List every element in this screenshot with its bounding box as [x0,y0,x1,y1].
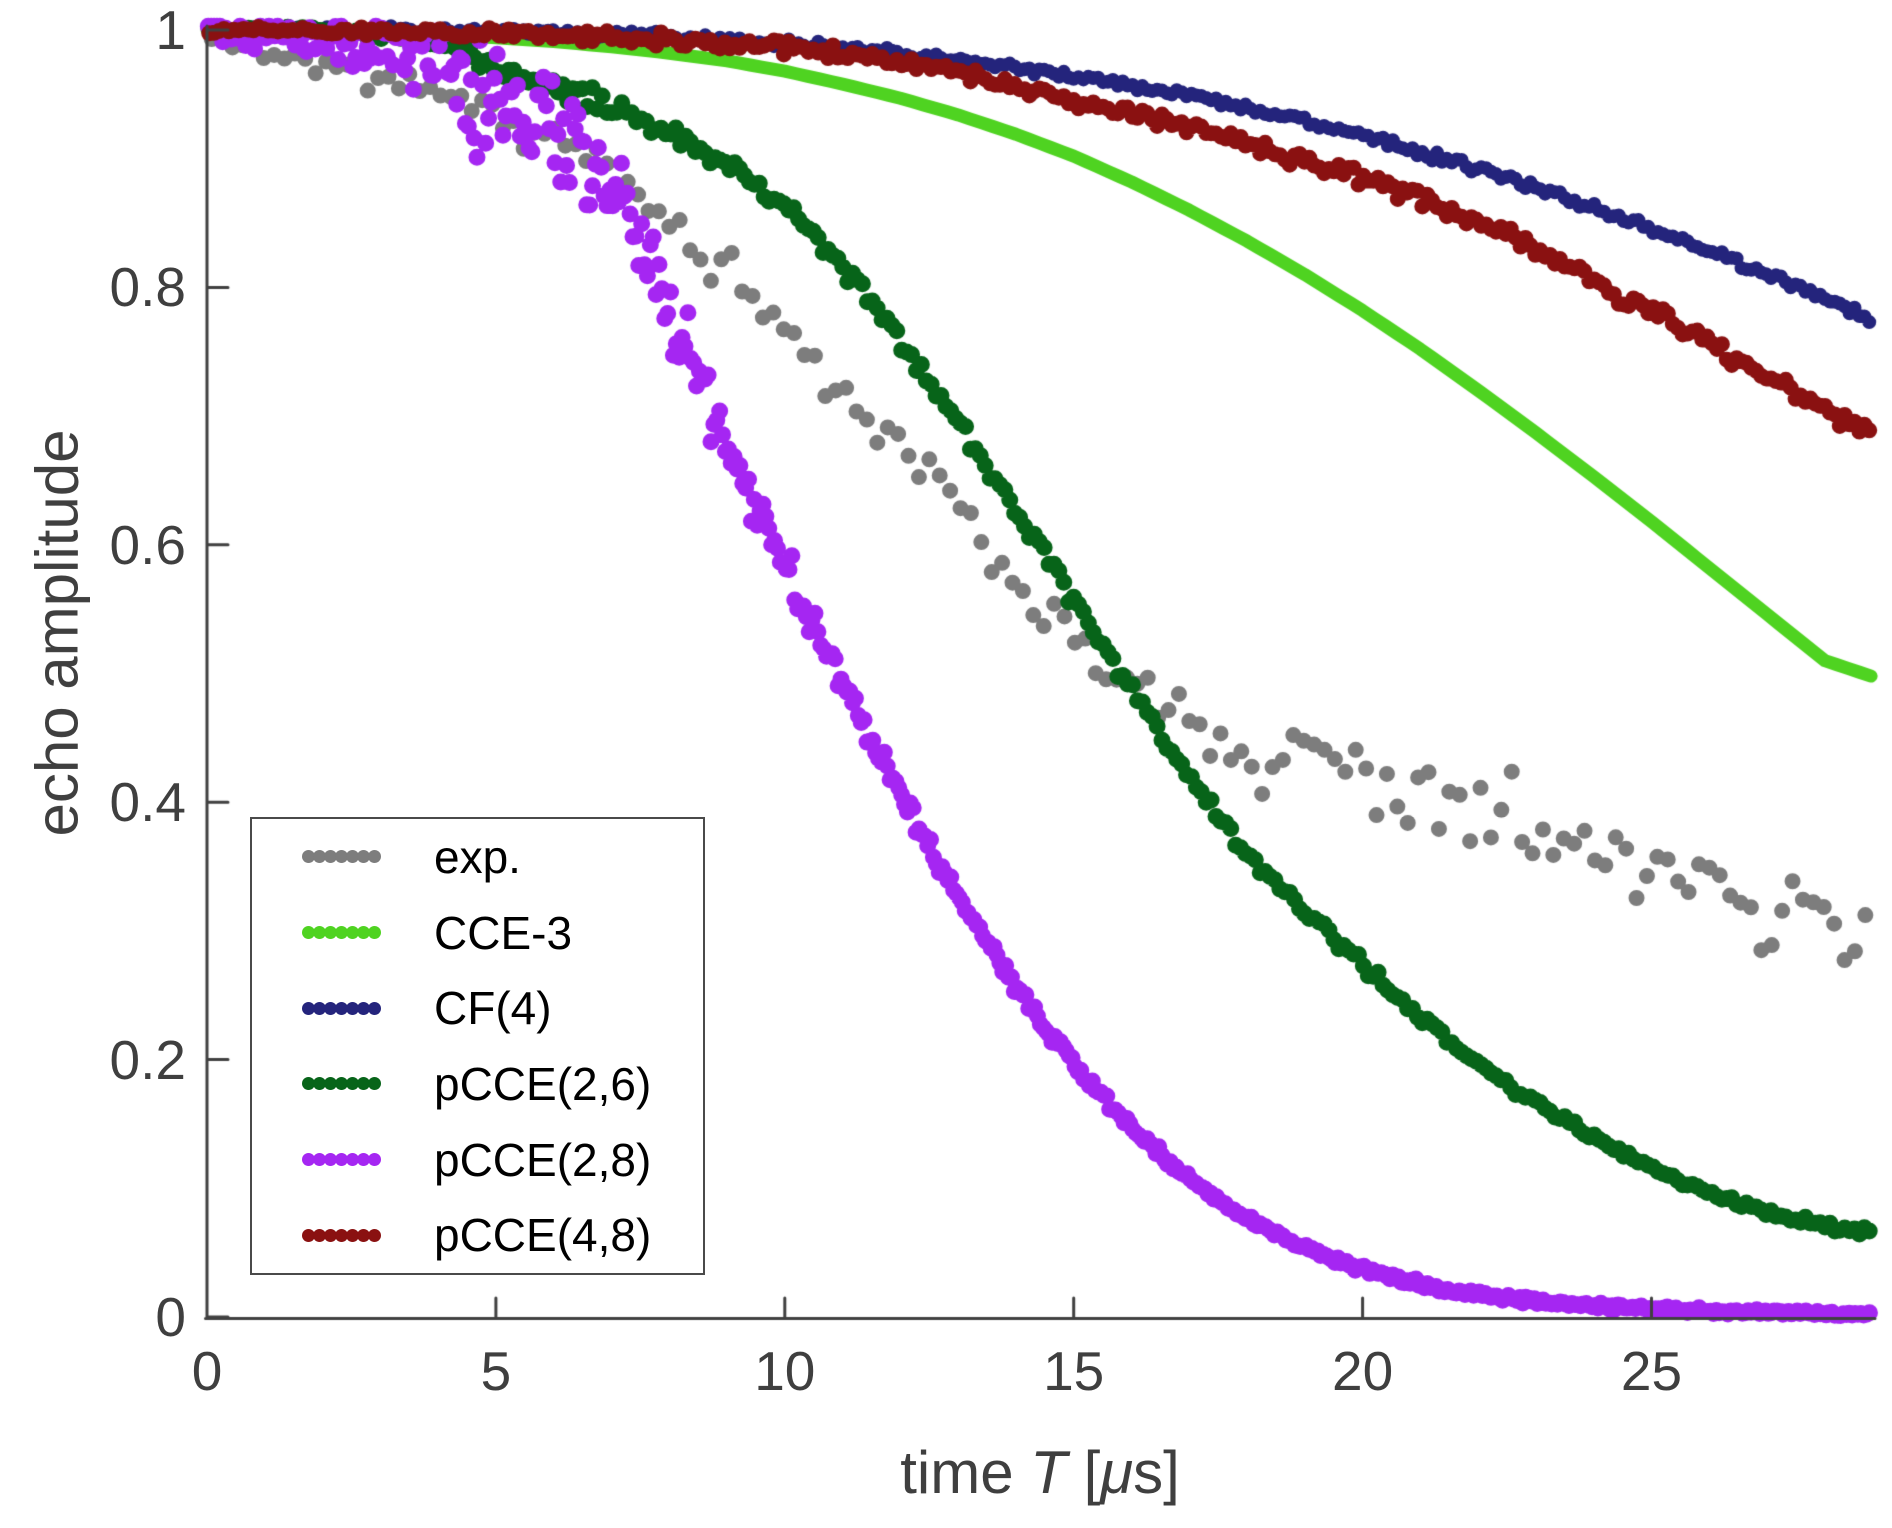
legend-marker-dot [357,926,370,939]
legend-marker-dotted-line-icon [302,1077,382,1091]
legend-marker-dot [335,850,348,864]
legend-marker-dotted-line-icon [302,850,382,864]
legend-marker-dot [346,1001,359,1015]
y-tick-label-0.8: 0.8 [109,256,186,319]
legend-marker-dot [324,926,337,939]
legend-marker-dot [357,850,370,864]
x-tick-label-20: 20 [1332,1340,1394,1402]
legend-item-exp: exp. [252,819,703,895]
legend-marker-dot [368,1077,381,1091]
legend-item-cf-4: CF(4) [252,970,703,1046]
x-axis-label: time T [μs] [900,1438,1180,1507]
legend: exp. CCE-3 CF(4) pCCE(2,6) pCCE(2,8) pCCE(4,8… [250,817,705,1275]
legend-marker-dot [335,1153,348,1167]
legend-marker-dot [335,1077,348,1091]
legend-marker-dot [313,1228,326,1242]
legend-marker-dot [324,1077,337,1091]
legend-marker-dot [368,850,381,864]
legend-marker-dot [302,1077,315,1091]
x-tick-label-5: 5 [480,1340,512,1402]
legend-marker-dot [368,926,381,939]
x-axis-label-part: time [900,1439,1031,1506]
legend-marker-dot [346,1153,359,1167]
legend-marker-dot [324,1228,337,1242]
x-axis-label-italic-part: μ [1100,1439,1134,1506]
legend-marker-dot [357,1153,370,1167]
legend-marker-dot [357,1001,370,1015]
legend-marker-dot [346,926,359,939]
legend-marker-dotted-line-icon [302,926,382,939]
legend-marker-dot [357,1228,370,1242]
legend-marker-dot [313,850,326,864]
legend-marker-dot [313,1153,326,1167]
legend-item-pcce-2-6: pCCE(2,6) [252,1046,703,1122]
legend-marker-dot [335,926,348,939]
x-tick-label-15: 15 [1043,1340,1105,1402]
x-tick-label-0: 0 [191,1340,223,1402]
legend-item-pcce-4-8: pCCE(4,8) [252,1197,703,1273]
y-tick-label-0.6: 0.6 [109,513,186,576]
y-tick-label-0.4: 0.4 [109,771,186,834]
legend-marker-dotted-line-icon [302,1228,382,1242]
legend-marker-dot [368,1153,381,1167]
legend-item-pcce-2-8: pCCE(2,8) [252,1122,703,1198]
legend-marker-dot [313,1001,326,1015]
legend-marker-dot [302,926,315,939]
legend-marker-dot [346,1077,359,1091]
legend-marker-dot [302,1228,315,1242]
legend-marker-dot [302,1153,315,1167]
legend-label: pCCE(4,8) [434,1209,652,1262]
x-tick-label-25: 25 [1620,1340,1683,1402]
legend-marker-dot [368,1228,381,1242]
x-axis-label-part: s] [1133,1439,1180,1506]
legend-label: pCCE(2,8) [434,1133,652,1186]
x-tick-label-10: 10 [754,1340,816,1402]
legend-marker-dot [313,926,326,939]
legend-marker-dot [302,850,315,864]
legend-marker-dot [357,1077,370,1091]
legend-marker-dot [346,850,359,864]
legend-marker-dot [335,1001,348,1015]
x-axis-label-italic-part: T [1030,1439,1067,1506]
y-tick-label-1: 1 [155,0,186,61]
legend-marker-dot [324,1153,337,1167]
legend-marker-dot [324,1001,337,1015]
legend-marker-dotted-line-icon [302,1153,382,1167]
legend-marker-dot [313,1077,326,1091]
legend-marker-dotted-line-icon [302,1001,382,1015]
legend-marker-dot [346,1228,359,1242]
y-tick-label-0.2: 0.2 [109,1028,186,1091]
y-tick-label-0: 0 [155,1286,186,1348]
legend-label: CF(4) [434,982,552,1035]
legend-label: exp. [434,830,521,883]
legend-marker-dot [368,1001,381,1015]
x-axis-label-part: [ [1066,1439,1101,1506]
legend-marker-dot [324,850,337,864]
legend-label: pCCE(2,6) [434,1057,652,1110]
legend-marker-dot [302,1001,315,1015]
legend-label: CCE-3 [434,906,573,959]
legend-marker-dot [335,1228,348,1242]
legend-item-cce-3: CCE-3 [252,895,703,971]
